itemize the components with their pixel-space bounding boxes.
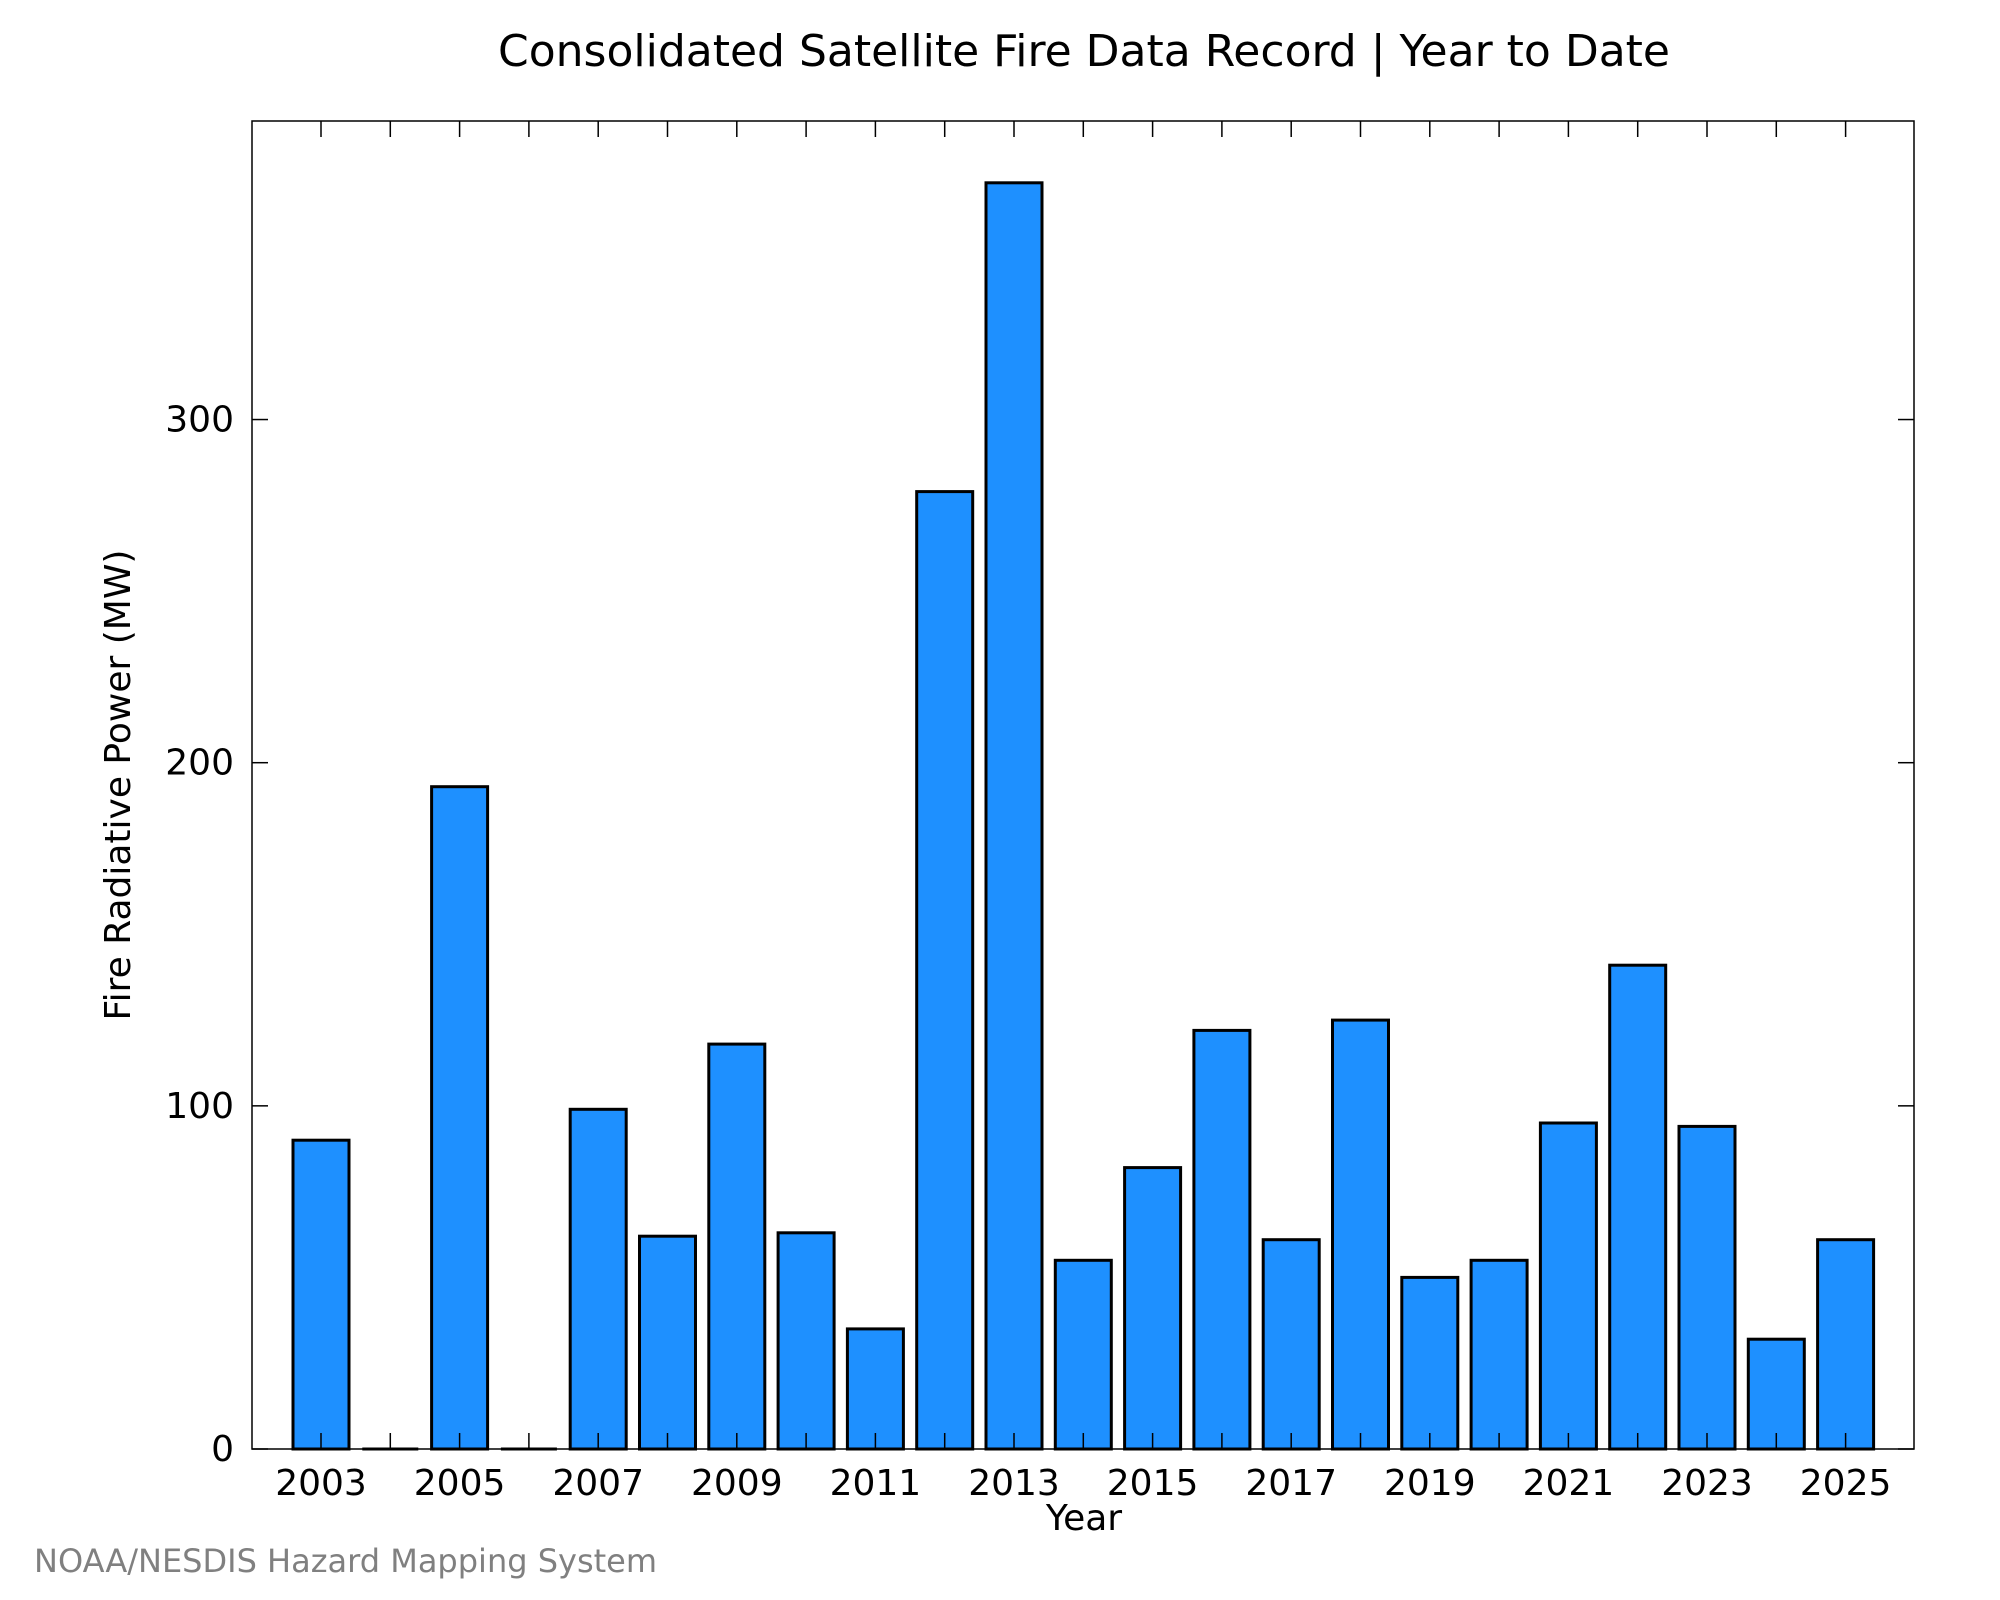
x-tick-label-2005: 2005: [414, 1463, 506, 1504]
bar-2005: [430, 785, 490, 1451]
y-tick-label: 100: [165, 1086, 234, 1127]
y-tick-label: 0: [211, 1429, 234, 1470]
bar-2022: [1608, 963, 1668, 1451]
bar-2008: [638, 1234, 697, 1451]
y-tick-label: 200: [165, 743, 234, 784]
x-axis-title: Year: [1045, 1498, 1122, 1539]
bar-2024: [1746, 1337, 1806, 1451]
bar-2014: [1053, 1258, 1113, 1451]
y-tick-label: 300: [165, 400, 234, 441]
bar-2015: [1123, 1166, 1183, 1451]
bar-2025: [1816, 1238, 1876, 1451]
bar-2003: [291, 1138, 351, 1451]
bar-2012: [915, 490, 975, 1451]
bar-2023: [1677, 1124, 1737, 1451]
x-tick-label-2009: 2009: [691, 1463, 783, 1504]
bar-2021: [1538, 1121, 1598, 1451]
y-axis: 0 100 200 300: [165, 400, 1914, 1470]
bar-2010: [776, 1231, 836, 1451]
bar-2020: [1469, 1258, 1529, 1451]
x-tick-label-2011: 2011: [830, 1463, 922, 1504]
bar-2018: [1331, 1018, 1390, 1451]
x-axis: 2003 2005 2007 2009 2011 2013 2015 2017 2019 2021…: [275, 121, 1891, 1504]
bar-2019: [1400, 1275, 1460, 1451]
y-axis-title: Fire Radiative Power (MW): [98, 550, 139, 1021]
x-tick-label-2017: 2017: [1245, 1463, 1337, 1504]
bar-2007: [568, 1107, 628, 1451]
source-credit: NOAA/NESDIS Hazard Mapping System: [34, 1542, 657, 1580]
x-tick-label-2023: 2023: [1661, 1463, 1753, 1504]
bar-2011: [845, 1327, 905, 1451]
x-tick-label-2007: 2007: [552, 1463, 644, 1504]
bar-2009: [707, 1042, 767, 1451]
x-tick-label-2003: 2003: [275, 1463, 367, 1504]
bar-2013: [984, 181, 1044, 1451]
x-tick-label-2019: 2019: [1384, 1463, 1476, 1504]
x-tick-label-2025: 2025: [1800, 1463, 1892, 1504]
bars-group: [291, 181, 1876, 1451]
chart-title: Consolidated Satellite Fire Data Record …: [498, 26, 1670, 77]
bar-2016: [1192, 1028, 1252, 1451]
x-tick-label-2021: 2021: [1523, 1463, 1615, 1504]
x-tick-label-2013: 2013: [968, 1463, 1060, 1504]
bar-2017: [1261, 1238, 1321, 1451]
x-tick-label-2015: 2015: [1107, 1463, 1199, 1504]
